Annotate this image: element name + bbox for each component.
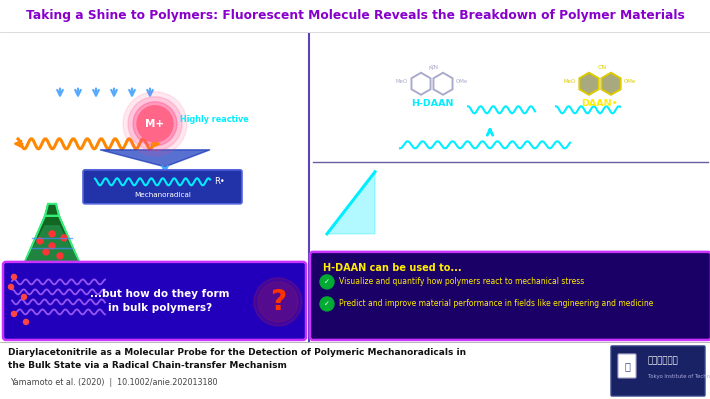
Text: DAAN•: DAAN•: [581, 99, 618, 108]
Text: R−H: R−H: [624, 105, 642, 114]
Text: Polymers can produce free mechanoradicals
when subjected to mechanical stress: Polymers can produce free mechanoradical…: [36, 41, 272, 61]
Text: Production of
fluorescent DAAN•: Production of fluorescent DAAN•: [635, 77, 701, 90]
Text: ✓: ✓: [324, 301, 330, 307]
Text: ...but how do they form
in bulk polymers?: ...but how do they form in bulk polymers…: [90, 289, 230, 312]
Text: 東京工業大学: 東京工業大学: [648, 356, 679, 365]
Polygon shape: [45, 204, 59, 216]
Text: Diarylacetonitrile
molecule (H-DAAN)
'scavenges' the free
radical: Diarylacetonitrile molecule (H-DAAN) 'sc…: [328, 79, 398, 109]
FancyBboxPatch shape: [611, 346, 705, 396]
Text: Yamamoto et al. (2020)  |  10.1002/anie.202013180: Yamamoto et al. (2020) | 10.1002/anie.20…: [10, 379, 217, 387]
Text: New method to detect radicals produced under a given stimuli: New method to detect radicals produced u…: [352, 41, 671, 50]
Circle shape: [320, 297, 334, 311]
Text: OMe: OMe: [456, 79, 469, 84]
Circle shape: [9, 284, 13, 289]
Text: Visualize and quantify how polymers react to mechanical stress: Visualize and quantify how polymers reac…: [339, 277, 584, 286]
Polygon shape: [579, 73, 599, 95]
Text: R•: R•: [214, 177, 225, 186]
Text: Force: Force: [495, 126, 514, 132]
Circle shape: [128, 97, 182, 151]
Text: Mechanoradical formation in solutions
is well-documented...: Mechanoradical formation in solutions is…: [81, 241, 269, 262]
Text: Polymer chain: Polymer chain: [462, 154, 512, 160]
Text: M+: M+: [146, 119, 165, 129]
Circle shape: [37, 238, 43, 244]
Circle shape: [61, 235, 67, 241]
FancyBboxPatch shape: [3, 262, 306, 340]
Text: Highly reactive: Highly reactive: [180, 115, 248, 124]
Circle shape: [258, 282, 298, 322]
Circle shape: [254, 278, 302, 326]
Text: OMe: OMe: [624, 79, 636, 84]
Circle shape: [21, 294, 26, 299]
Circle shape: [123, 92, 187, 156]
Polygon shape: [100, 150, 210, 167]
Text: ●: ●: [393, 174, 400, 183]
Circle shape: [43, 249, 49, 255]
Polygon shape: [601, 73, 621, 95]
Text: Taking a Shine to Polymers: Fluorescent Molecule Reveals the Breakdown of Polyme: Taking a Shine to Polymers: Fluorescent …: [26, 9, 684, 22]
Polygon shape: [24, 216, 80, 264]
FancyBboxPatch shape: [310, 252, 710, 340]
Circle shape: [57, 253, 63, 259]
Circle shape: [320, 275, 334, 289]
Circle shape: [133, 102, 177, 146]
Text: ●: ●: [393, 204, 400, 213]
Text: R•: R•: [538, 105, 548, 114]
Text: Mechanoradical: Mechanoradical: [135, 192, 192, 198]
Text: ⛩: ⛩: [624, 361, 630, 371]
Polygon shape: [327, 172, 375, 234]
Text: Can be used to estimate the amount of DAAN• produced: Can be used to estimate the amount of DA…: [401, 206, 604, 212]
Text: Predict and improve material performance in fields like engineering and medicine: Predict and improve material performance…: [339, 299, 653, 308]
Circle shape: [49, 231, 55, 237]
Circle shape: [49, 243, 55, 249]
Circle shape: [11, 312, 16, 316]
FancyBboxPatch shape: [618, 354, 636, 378]
Text: ?: ?: [270, 288, 286, 316]
Text: H: H: [429, 66, 433, 71]
Text: CN: CN: [597, 65, 606, 70]
Text: MeO: MeO: [395, 79, 408, 84]
Text: ✓: ✓: [324, 279, 330, 285]
Text: H-DAAN can be used to...: H-DAAN can be used to...: [323, 263, 462, 273]
Text: CN: CN: [430, 65, 439, 70]
Text: Mechanoradical: Mechanoradical: [474, 118, 526, 124]
Text: Tokyo Institute of Technology: Tokyo Institute of Technology: [648, 375, 710, 379]
Text: Fluorescence shows a linear correlation to the breakdown rate of
the polymer cha: Fluorescence shows a linear correlation …: [401, 172, 633, 185]
FancyBboxPatch shape: [83, 170, 242, 204]
Polygon shape: [26, 226, 78, 262]
Text: the Bulk State via a Radical Chain-transfer Mechanism: the Bulk State via a Radical Chain-trans…: [8, 361, 287, 370]
Text: Diarylacetonitrile as a Molecular Probe for the Detection of Polymeric Mechanora: Diarylacetonitrile as a Molecular Probe …: [8, 348, 466, 358]
Circle shape: [137, 106, 173, 142]
Circle shape: [23, 320, 28, 324]
Text: MeO: MeO: [564, 79, 576, 84]
Text: H-DAAN: H-DAAN: [411, 99, 453, 108]
Circle shape: [11, 275, 16, 279]
